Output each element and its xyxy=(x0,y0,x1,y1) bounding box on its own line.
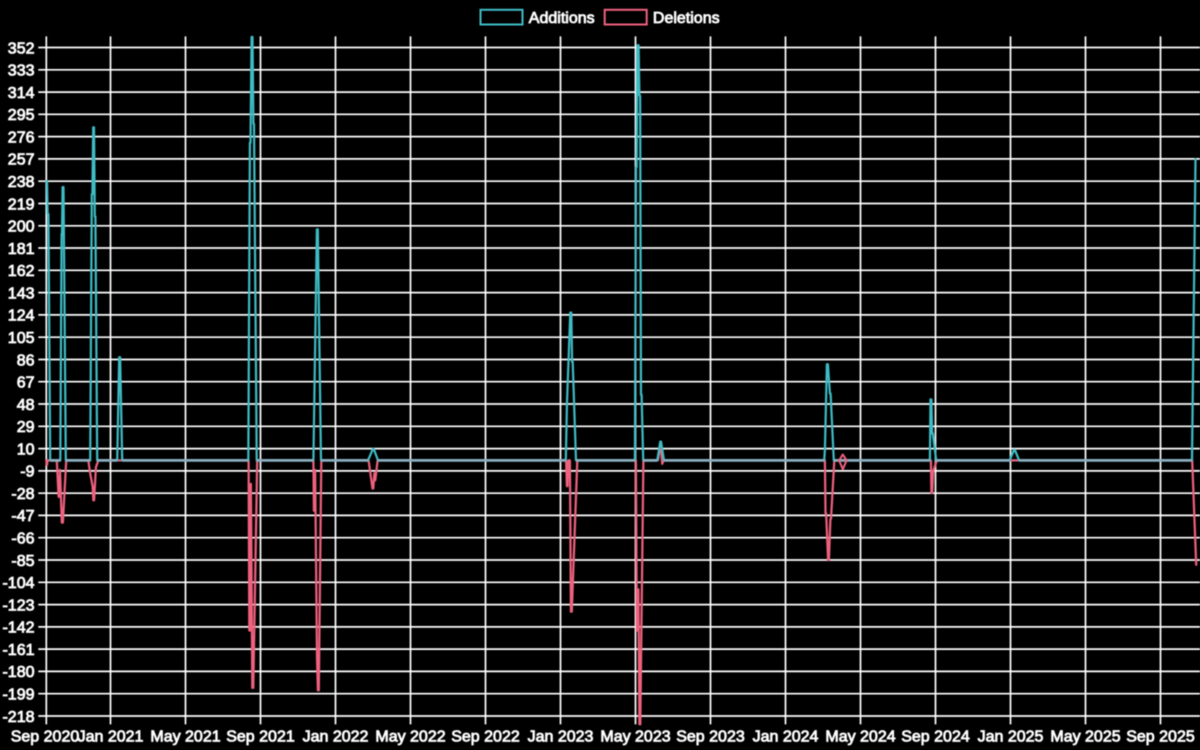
svg-text:May 2024: May 2024 xyxy=(825,729,895,746)
svg-text:-123: -123 xyxy=(2,597,34,614)
svg-text:10: 10 xyxy=(17,441,35,458)
svg-text:105: 105 xyxy=(8,330,35,347)
svg-text:-104: -104 xyxy=(2,575,34,592)
svg-text:238: 238 xyxy=(8,174,35,191)
svg-text:333: 333 xyxy=(8,63,35,80)
svg-text:-66: -66 xyxy=(11,531,34,548)
svg-text:Sep 2021: Sep 2021 xyxy=(226,729,295,746)
svg-text:276: 276 xyxy=(8,129,35,146)
svg-text:May 2025: May 2025 xyxy=(1050,729,1120,746)
svg-text:-199: -199 xyxy=(2,687,34,704)
svg-text:257: 257 xyxy=(8,152,35,169)
svg-text:Jan 2021: Jan 2021 xyxy=(78,729,144,746)
svg-text:86: 86 xyxy=(17,352,35,369)
svg-text:29: 29 xyxy=(17,419,35,436)
svg-text:352: 352 xyxy=(8,40,35,57)
svg-text:Sep 2020: Sep 2020 xyxy=(11,729,80,746)
svg-text:May 2022: May 2022 xyxy=(375,729,445,746)
svg-text:Sep 2024: Sep 2024 xyxy=(901,729,970,746)
svg-text:Jan 2022: Jan 2022 xyxy=(303,729,369,746)
svg-text:Deletions: Deletions xyxy=(653,10,720,27)
svg-text:Additions: Additions xyxy=(529,10,595,27)
svg-text:Jan 2023: Jan 2023 xyxy=(528,729,594,746)
svg-text:May 2021: May 2021 xyxy=(150,729,220,746)
svg-text:124: 124 xyxy=(8,308,35,325)
svg-text:-180: -180 xyxy=(2,664,34,681)
svg-text:200: 200 xyxy=(8,219,35,236)
svg-text:48: 48 xyxy=(17,397,35,414)
svg-text:-161: -161 xyxy=(2,642,34,659)
svg-text:Jan 2024: Jan 2024 xyxy=(753,729,819,746)
svg-text:181: 181 xyxy=(8,241,35,258)
svg-text:-9: -9 xyxy=(20,464,34,481)
svg-text:-142: -142 xyxy=(2,620,34,637)
svg-text:-218: -218 xyxy=(2,709,34,726)
svg-text:Sep 2022: Sep 2022 xyxy=(451,729,520,746)
svg-text:-28: -28 xyxy=(11,486,34,503)
svg-text:162: 162 xyxy=(8,263,35,280)
svg-text:-85: -85 xyxy=(11,553,34,570)
svg-text:219: 219 xyxy=(8,196,35,213)
svg-text:143: 143 xyxy=(8,285,35,302)
svg-text:314: 314 xyxy=(8,85,35,102)
svg-text:-47: -47 xyxy=(11,508,34,525)
svg-text:May 2023: May 2023 xyxy=(600,729,670,746)
svg-text:295: 295 xyxy=(8,107,35,124)
svg-text:67: 67 xyxy=(17,375,35,392)
svg-text:Sep 2025: Sep 2025 xyxy=(1126,729,1195,746)
svg-text:Jan 2025: Jan 2025 xyxy=(978,729,1044,746)
svg-text:Sep 2023: Sep 2023 xyxy=(676,729,745,746)
